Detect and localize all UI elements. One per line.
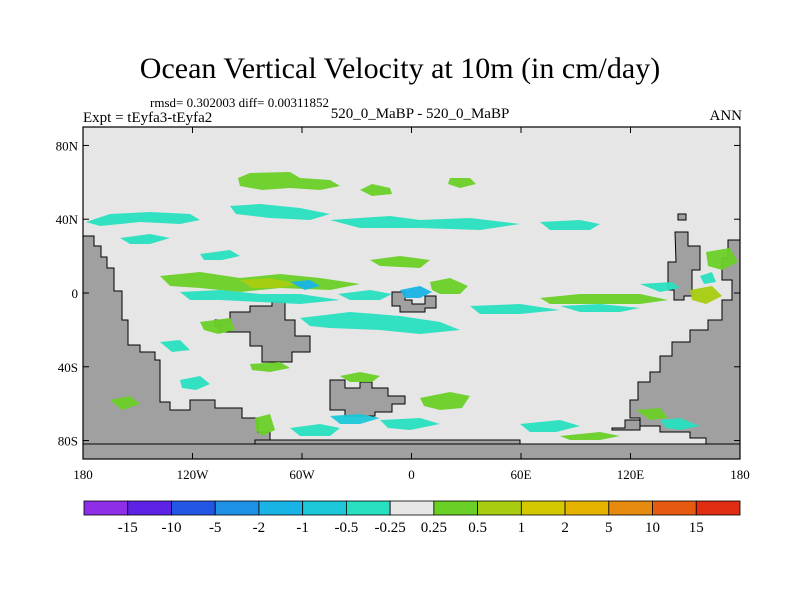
colorbar-box-9 [477, 500, 522, 516]
colorbar-label-8: 0.5 [468, 520, 487, 536]
colorbar-label-3: -2 [253, 520, 266, 536]
colorbar-box-13 [652, 500, 697, 516]
colorbar: -15 -10 -5 -2 -1 -0.5 -0.25 0.25 0.5 1 2 5 10 15 [83, 500, 741, 536]
chart-title: Ocean Vertical Velocity at 10m (in cm/da… [139, 52, 661, 85]
field-patch-29 [420, 392, 470, 410]
colorbar-box-0 [83, 500, 129, 516]
y-tick-label-3: 40S [58, 360, 78, 375]
field-patch-18 [560, 304, 640, 312]
field-patch-4 [230, 204, 330, 220]
x-tick-label-6: 180 [730, 467, 750, 482]
field-patch-24 [470, 304, 560, 314]
colorbar-box-3 [214, 500, 260, 516]
field-patch-7 [120, 234, 170, 244]
field-patch-34 [520, 420, 580, 432]
colorbar-box-8 [433, 500, 479, 516]
land-mass-0 [82, 235, 271, 445]
colorbar-label-4: -1 [296, 520, 309, 536]
land-mass-9 [677, 213, 687, 221]
colorbar-label-0: -15 [118, 520, 138, 536]
colorbar-box-6 [345, 500, 391, 516]
land-mass-8 [611, 419, 641, 431]
field-patch-35 [560, 432, 620, 440]
field-patch-9 [200, 250, 240, 260]
field-patch-31 [290, 424, 340, 436]
field-patch-26 [690, 286, 722, 304]
x-tick-label-0: 180 [73, 467, 93, 482]
x-tick-label-5: 120E [617, 467, 645, 482]
colorbar-box-14 [695, 500, 741, 516]
field-patch-6 [540, 220, 600, 230]
season-label: ANN [709, 108, 743, 124]
field-patch-39 [110, 396, 140, 410]
experiment-label: Expt = tEyfa3-tEyfa2 [83, 110, 213, 126]
field-patch-0 [238, 172, 340, 190]
land-mass-4 [391, 291, 437, 313]
colorbar-label-6: -0.25 [375, 520, 406, 536]
land-mass-7 [629, 239, 741, 445]
colorbar-box-10 [520, 500, 566, 516]
land-mass-3 [214, 301, 311, 363]
x-tick-label-3: 0 [408, 467, 415, 482]
land-mass-6 [667, 231, 701, 301]
field-layer [86, 172, 738, 440]
field-patch-8 [370, 256, 430, 268]
field-patch-30 [255, 414, 275, 436]
colorbar-label-13: 15 [689, 520, 704, 536]
case-label: 520_0_MaBP - 520_0_MaBP [330, 106, 510, 122]
field-patch-28 [340, 372, 380, 382]
ticks-layer: 180 120W 60W 0 60E 120E 180 80N 40N 0 40S 80S [56, 127, 750, 482]
colorbar-label-5: -0.5 [335, 520, 359, 536]
field-patch-22 [250, 362, 290, 372]
x-tick-label-4: 60E [511, 467, 532, 482]
field-patch-36 [636, 408, 668, 420]
colorbar-label-7: 0.25 [421, 520, 447, 536]
field-patch-5 [330, 216, 520, 230]
colorbar-label-10: 2 [561, 520, 569, 536]
field-patch-15 [430, 278, 468, 294]
colorbar-label-9: 1 [518, 520, 526, 536]
y-tick-label-4: 80S [58, 434, 78, 449]
field-patch-13 [290, 280, 320, 290]
field-patch-21 [200, 318, 235, 334]
field-patch-37 [660, 418, 700, 430]
chart-stats: rmsd= 0.302003 diff= 0.00311852 [150, 95, 329, 110]
colorbar-box-4 [258, 500, 304, 516]
field-patch-17 [540, 294, 668, 304]
y-tick-label-0: 80N [56, 138, 79, 153]
y-tick-label-1: 40N [56, 212, 79, 227]
field-patch-33 [380, 418, 440, 430]
colorbar-label-11: 5 [605, 520, 613, 536]
colorbar-label-1: -10 [161, 520, 181, 536]
land-mass-2 [254, 439, 521, 445]
field-patch-1 [360, 184, 392, 196]
field-patch-38 [180, 376, 210, 390]
field-patch-16 [400, 286, 432, 298]
field-patch-27 [700, 272, 716, 284]
field-patch-25 [706, 248, 738, 270]
colorbar-label-2: -5 [209, 520, 222, 536]
field-patch-19 [640, 282, 680, 292]
field-patch-32 [330, 414, 380, 424]
colorbar-box-5 [302, 500, 347, 516]
colorbar-box-2 [171, 500, 216, 516]
field-patch-11 [180, 290, 340, 304]
y-tick-label-2: 0 [72, 286, 79, 301]
field-patch-2 [448, 178, 476, 188]
field-patch-23 [160, 340, 190, 352]
land-layer [82, 213, 741, 460]
colorbar-box-11 [564, 500, 610, 516]
colorbar-label-12: 10 [645, 520, 660, 536]
x-tick-label-1: 120W [177, 467, 210, 482]
colorbar-box-12 [608, 500, 653, 516]
colorbar-box-7 [389, 500, 435, 516]
field-patch-12 [240, 278, 300, 288]
colorbar-box-1 [127, 500, 172, 516]
field-patch-3 [86, 212, 200, 226]
field-patch-14 [338, 290, 392, 300]
field-patch-20 [300, 312, 460, 334]
x-tick-label-2: 60W [289, 467, 315, 482]
